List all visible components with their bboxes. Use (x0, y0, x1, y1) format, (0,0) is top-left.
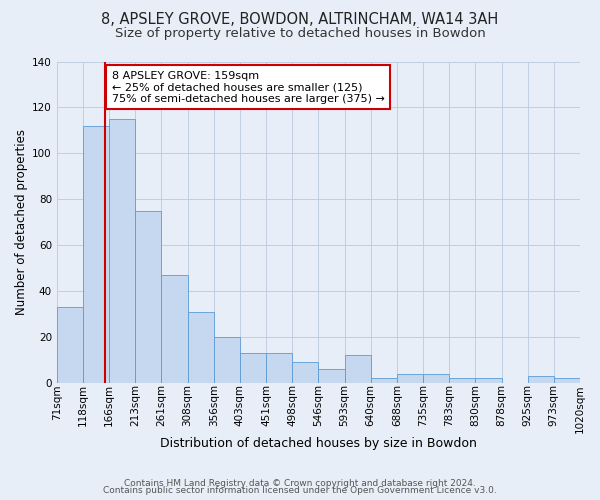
Bar (188, 312, 214, 383)
Bar (266, 353, 292, 383)
Bar (83, 126, 109, 383)
Bar (109, 119, 135, 383)
Text: Contains HM Land Registry data © Crown copyright and database right 2024.: Contains HM Land Registry data © Crown c… (124, 478, 476, 488)
Bar (240, 353, 266, 383)
Bar (292, 362, 319, 383)
Bar (371, 378, 397, 383)
Text: 8, APSLEY GROVE, BOWDON, ALTRINCHAM, WA14 3AH: 8, APSLEY GROVE, BOWDON, ALTRINCHAM, WA1… (101, 12, 499, 28)
Y-axis label: Number of detached properties: Number of detached properties (15, 129, 28, 315)
Bar (397, 374, 423, 383)
Bar (161, 275, 188, 383)
Text: Contains public sector information licensed under the Open Government Licence v3: Contains public sector information licen… (103, 486, 497, 495)
Bar (57, 307, 83, 383)
Bar (344, 356, 371, 383)
Text: Size of property relative to detached houses in Bowdon: Size of property relative to detached ho… (115, 28, 485, 40)
Bar (423, 374, 449, 383)
Text: 8 APSLEY GROVE: 159sqm
← 25% of detached houses are smaller (125)
75% of semi-de: 8 APSLEY GROVE: 159sqm ← 25% of detached… (112, 70, 385, 104)
Bar (319, 369, 344, 383)
Bar (449, 378, 475, 383)
Bar (214, 337, 240, 383)
Bar (527, 376, 554, 383)
X-axis label: Distribution of detached houses by size in Bowdon: Distribution of detached houses by size … (160, 437, 477, 450)
Bar (475, 378, 502, 383)
Bar (135, 210, 161, 383)
Bar (554, 378, 580, 383)
